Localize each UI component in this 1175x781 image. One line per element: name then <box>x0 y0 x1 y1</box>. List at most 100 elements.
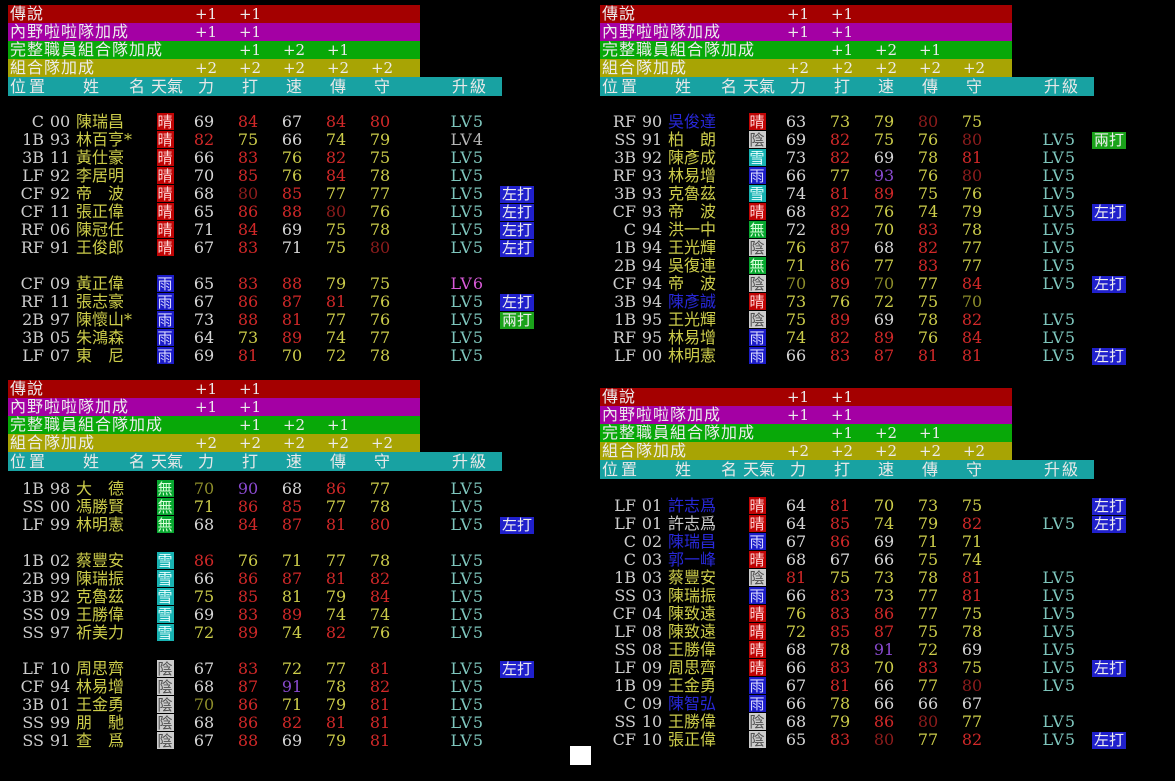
player-row[interactable]: RF 11 張志豪 雨 67 86 87 81 76 LV5 左打 <box>8 293 552 311</box>
stat-cell: 81 <box>325 292 347 311</box>
player-row[interactable]: C 03 郭一峰 晴 68 67 66 75 74 <box>600 551 1144 570</box>
player-row[interactable]: SS 09 王勝偉 雪 69 83 89 74 74 LV5 <box>8 606 552 625</box>
stat-cell: 87 <box>873 346 895 365</box>
player-row[interactable]: C 00 陳瑞昌 晴 69 84 67 84 80 LV5 <box>8 112 552 132</box>
player-row[interactable]: LF 10 周思齊 陰 67 83 72 77 81 LV5 左打 <box>8 660 552 678</box>
bonus-bars: 傳說 +1 +1 內野啦啦隊加成 +1 +1 完整職員組合隊加成 +1 +2 +1 組合隊加成 +2 +… <box>600 388 1144 460</box>
player-row[interactable]: SS 91 柏 朗 陰 69 82 75 76 80 LV5 兩打 <box>600 131 1144 149</box>
player-row[interactable]: CF 10 張正偉 陰 65 83 80 77 82 LV5 左打 <box>600 731 1144 749</box>
bonus-value: +1 <box>786 23 810 41</box>
stat-cell: 68 <box>873 238 895 257</box>
weather-cell: 雨 <box>740 695 774 713</box>
player-row[interactable]: 1B 02 蔡豐安 雪 86 76 71 77 78 LV5 <box>8 552 552 571</box>
player-row[interactable]: 1B 03 蔡豐安 陰 81 75 73 78 81 LV5 <box>600 568 1144 588</box>
player-row[interactable]: SS 08 王勝偉 晴 68 78 91 72 69 LV5 <box>600 641 1144 660</box>
weather-cell: 陰 <box>148 678 182 696</box>
stat-cell: 76 <box>785 238 807 257</box>
stat-cell: 82 <box>369 569 391 588</box>
player-row[interactable]: 1B 93 林百亨* 晴 82 75 66 74 79 LV4 <box>8 130 552 150</box>
player-row[interactable]: 1B 94 王光輝 陰 76 87 68 82 77 LV5 <box>600 238 1144 258</box>
bonus-bar: 完整職員組合隊加成 +1 +2 +1 <box>600 424 1012 442</box>
player-row[interactable]: 3B 93 克魯茲 雪 74 81 89 75 76 LV5 <box>600 185 1144 204</box>
weather-badge: 陰 <box>156 732 174 750</box>
player-row[interactable]: 2B 97 陳懷山* 雨 73 88 81 77 76 LV5 兩打 <box>8 311 552 329</box>
player-row[interactable]: 3B 92 克魯茲 雪 75 85 81 79 84 LV5 <box>8 588 552 607</box>
player-row[interactable]: 3B 94 陳彥誠 晴 73 76 72 75 70 <box>600 293 1144 312</box>
stat-cell: 66 <box>917 694 939 713</box>
player-row[interactable]: 1B 95 王光輝 陰 75 89 69 78 82 LV5 <box>600 311 1144 330</box>
weather-cell: 晴 <box>148 185 182 203</box>
name-cell: 林易增 <box>668 166 717 185</box>
player-row[interactable]: SS 03 陳瑞振 雨 66 83 73 77 81 LV5 <box>600 587 1144 606</box>
player-row[interactable]: 3B 05 朱鴻森 雨 64 73 89 74 77 LV5 <box>8 329 552 348</box>
player-row[interactable]: LF 07 東 尼 雨 69 81 70 72 78 LV5 <box>8 347 552 366</box>
player-row[interactable]: CF 11 張正偉 晴 65 86 88 80 76 LV5 左打 <box>8 203 552 221</box>
player-row[interactable]: RF 91 王俊郎 晴 67 83 71 75 80 LV5 左打 <box>8 239 552 257</box>
player-row[interactable]: RF 95 林易增 雨 74 82 89 76 84 LV5 <box>600 328 1144 348</box>
player-row[interactable]: CF 93 帝 波 晴 68 82 76 74 79 LV5 左打 <box>600 203 1144 221</box>
player-row[interactable]: LF 09 周思齊 晴 66 83 70 83 75 LV5 左打 <box>600 659 1144 677</box>
weather-cell: 晴 <box>148 167 182 185</box>
player-row[interactable]: LF 01 許志爲 晴 64 81 70 73 75 左打 <box>600 497 1144 515</box>
player-row[interactable]: 1B 09 王金勇 雨 67 81 66 77 80 LV5 <box>600 677 1144 696</box>
player-row[interactable]: SS 97 祈美力 雪 72 89 74 82 76 LV5 <box>8 623 552 643</box>
player-row[interactable]: RF 93 林易增 雨 66 77 93 76 80 LV5 <box>600 166 1144 186</box>
bats-badge-cell: 左打 <box>1092 515 1144 533</box>
player-row[interactable]: C 09 陳智弘 雨 66 78 66 66 67 <box>600 694 1144 714</box>
player-row[interactable]: 2B 99 陳瑞振 雪 66 86 87 81 82 LV5 <box>8 569 552 589</box>
number-cell: 04 <box>641 604 663 623</box>
player-row[interactable]: 3B 92 陳彥成 雪 73 82 69 78 81 LV5 <box>600 149 1144 168</box>
position-cell: 1B <box>22 130 44 149</box>
player-row[interactable]: LF 08 陳致遠 晴 72 85 87 75 78 LV5 <box>600 623 1144 642</box>
number-cell: 93 <box>641 202 663 221</box>
player-row[interactable]: C 94 洪一中 無 72 89 70 83 78 LV5 <box>600 221 1144 240</box>
stat-cell: 72 <box>193 623 215 642</box>
player-row[interactable]: 3B 01 王金勇 陰 70 86 71 79 81 LV5 <box>8 696 552 715</box>
player-row[interactable]: LF 00 林明憲 雨 66 83 87 81 81 LV5 左打 <box>600 347 1144 365</box>
bonus-value: +2 <box>282 59 306 77</box>
player-row[interactable]: RF 06 陳冠任 晴 71 84 69 75 78 LV5 左打 <box>8 221 552 239</box>
stat-header: 傳 <box>921 77 938 96</box>
player-row[interactable]: CF 04 陳致遠 晴 76 83 86 77 75 LV5 <box>600 604 1144 624</box>
stat-cell: 68 <box>193 184 215 203</box>
player-row[interactable]: LF 92 李居明 晴 70 85 76 84 78 LV5 <box>8 167 552 186</box>
weather-badge: 雨 <box>156 347 174 365</box>
stat-cell: 88 <box>281 202 303 221</box>
player-row[interactable]: 2B 94 吳復連 無 71 86 77 83 77 LV5 <box>600 257 1144 276</box>
bonus-bar: 內野啦啦隊加成 +1 +1 <box>8 398 420 416</box>
stat-cell: 83 <box>829 346 851 365</box>
player-row[interactable]: 3B 11 黃仕豪 晴 66 83 76 82 75 LV5 <box>8 149 552 168</box>
player-row[interactable]: SS 00 馮勝賢 無 71 86 85 77 78 LV5 <box>8 497 552 517</box>
bats-badge-cell <box>500 588 552 606</box>
player-row[interactable]: RF 90 吳俊達 晴 63 73 79 80 75 <box>600 113 1144 132</box>
stat-cell: 75 <box>961 658 983 677</box>
player-row[interactable]: SS 99 朋 馳 陰 68 86 82 81 81 LV5 <box>8 714 552 733</box>
player-row[interactable]: C 02 陳瑞昌 雨 67 86 69 71 71 <box>600 533 1144 552</box>
bats-badge: 左打 <box>1092 203 1127 221</box>
player-row[interactable]: LF 99 林明憲 無 68 84 87 81 80 LV5 左打 <box>8 516 552 534</box>
weather-header: 天氣 <box>150 77 183 96</box>
player-group: CF 09 黃正偉雨 65 83 88 79 75 LV6 RF 11 張志豪雨 67 86 87 81 76 L… <box>8 275 552 365</box>
player-row[interactable]: CF 09 黃正偉 雨 65 83 88 79 75 LV6 <box>8 275 552 294</box>
player-row[interactable]: CF 92 帝 波 晴 68 80 85 77 77 LV5 左打 <box>8 185 552 203</box>
weather-cell: 陰 <box>148 660 182 678</box>
player-row[interactable]: LF 01 許志爲 晴 64 85 74 79 82 LV5 左打 <box>600 515 1144 533</box>
stat-cell: 81 <box>369 659 391 678</box>
stat-cell: 69 <box>193 112 215 131</box>
position-cell: 1B <box>614 568 636 587</box>
name-cell: 馮勝賢 <box>76 497 125 516</box>
level-cell <box>994 551 1082 569</box>
bats-badge-cell <box>1092 677 1144 695</box>
bonus-bar-label: 內野啦啦隊加成 <box>602 22 722 41</box>
player-row[interactable]: SS 91 查 爲 陰 67 88 69 79 81 LV5 <box>8 732 552 751</box>
bats-badge-cell: 左打 <box>1092 275 1144 293</box>
surname-header: 姓 <box>83 452 100 471</box>
stat-header: 守 <box>373 77 390 96</box>
player-row[interactable]: CF 94 帝 波 陰 70 89 70 77 84 LV5 左打 <box>600 275 1144 293</box>
player-row[interactable]: SS 10 王勝偉 陰 68 79 86 80 77 LV5 <box>600 713 1144 732</box>
player-row[interactable]: 1B 98 大 德 無 70 90 68 86 77 LV5 <box>8 480 552 499</box>
bonus-value <box>360 5 404 23</box>
given-name-header: 名 <box>720 77 737 96</box>
player-row[interactable]: CF 94 林易增 陰 68 87 91 78 82 LV5 <box>8 678 552 697</box>
stat-cell: 74 <box>785 328 807 347</box>
